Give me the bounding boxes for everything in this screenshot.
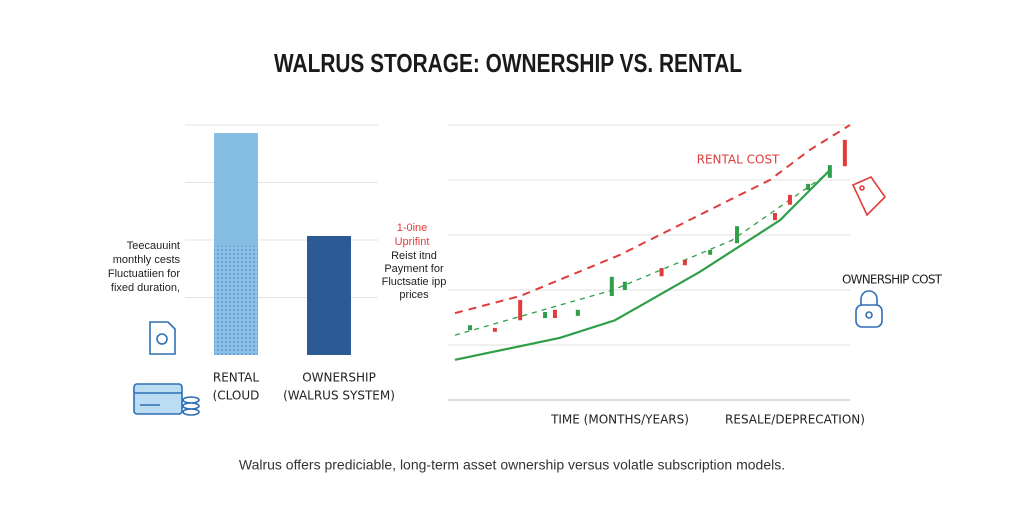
annotation-line: fixed duration, (111, 282, 180, 294)
candle (609, 276, 614, 297)
line-series (454, 124, 851, 315)
candle (827, 165, 832, 178)
annotation-line: Fluctsatie ipp (382, 276, 447, 288)
bar-segment (307, 235, 351, 355)
candle (552, 309, 557, 319)
line-series (454, 169, 831, 361)
bar-segment (214, 133, 258, 246)
candle (735, 226, 740, 244)
tag-icon (851, 176, 887, 217)
candle (787, 194, 792, 205)
card-icon (133, 383, 200, 416)
candle (708, 249, 713, 255)
candle (659, 268, 664, 277)
series-label: RENTAL COST (697, 153, 780, 167)
caption: Walrus offers prediciable, long-term ass… (239, 457, 785, 473)
annotation-line: Payment for (384, 263, 444, 275)
candle (806, 183, 811, 190)
candle (543, 312, 548, 319)
series-label: OWNERSHIP COST (842, 273, 943, 287)
x-tick-label: (WALRUS SYSTEM) (283, 389, 395, 403)
title: WALRUS STORAGE: OWNERSHIP VS. RENTAL (274, 48, 742, 78)
x-tick-label: RENTAL (213, 371, 260, 385)
line-series (454, 171, 831, 336)
lock-icon (855, 290, 883, 328)
candle (842, 139, 847, 167)
x-axis-label: RESALE/DEPRECATION) (725, 413, 865, 427)
candle (575, 309, 580, 316)
x-tick-label: (CLOUD (213, 389, 260, 403)
annotation-line: Reist itnd (391, 250, 437, 262)
annotation-line: Fluctuatiien for (108, 268, 180, 280)
x-tick-label: OWNERSHIP (302, 371, 376, 385)
candle (468, 325, 473, 331)
annotation-line: Teecauuint (127, 240, 180, 252)
candle (622, 281, 627, 290)
candle (772, 213, 777, 221)
x-axis-label: TIME (MONTHS/YEARS) (550, 413, 689, 427)
annotation-line: prices (399, 289, 429, 301)
candle (518, 299, 523, 321)
document-icon (149, 321, 176, 355)
bar-segment (214, 245, 258, 355)
annotation-line: Uprifint (395, 236, 430, 248)
annotation-line: 1-0ine (397, 222, 428, 234)
candle (682, 259, 687, 266)
candle (492, 327, 497, 332)
annotation-line: monthly cests (113, 254, 181, 266)
